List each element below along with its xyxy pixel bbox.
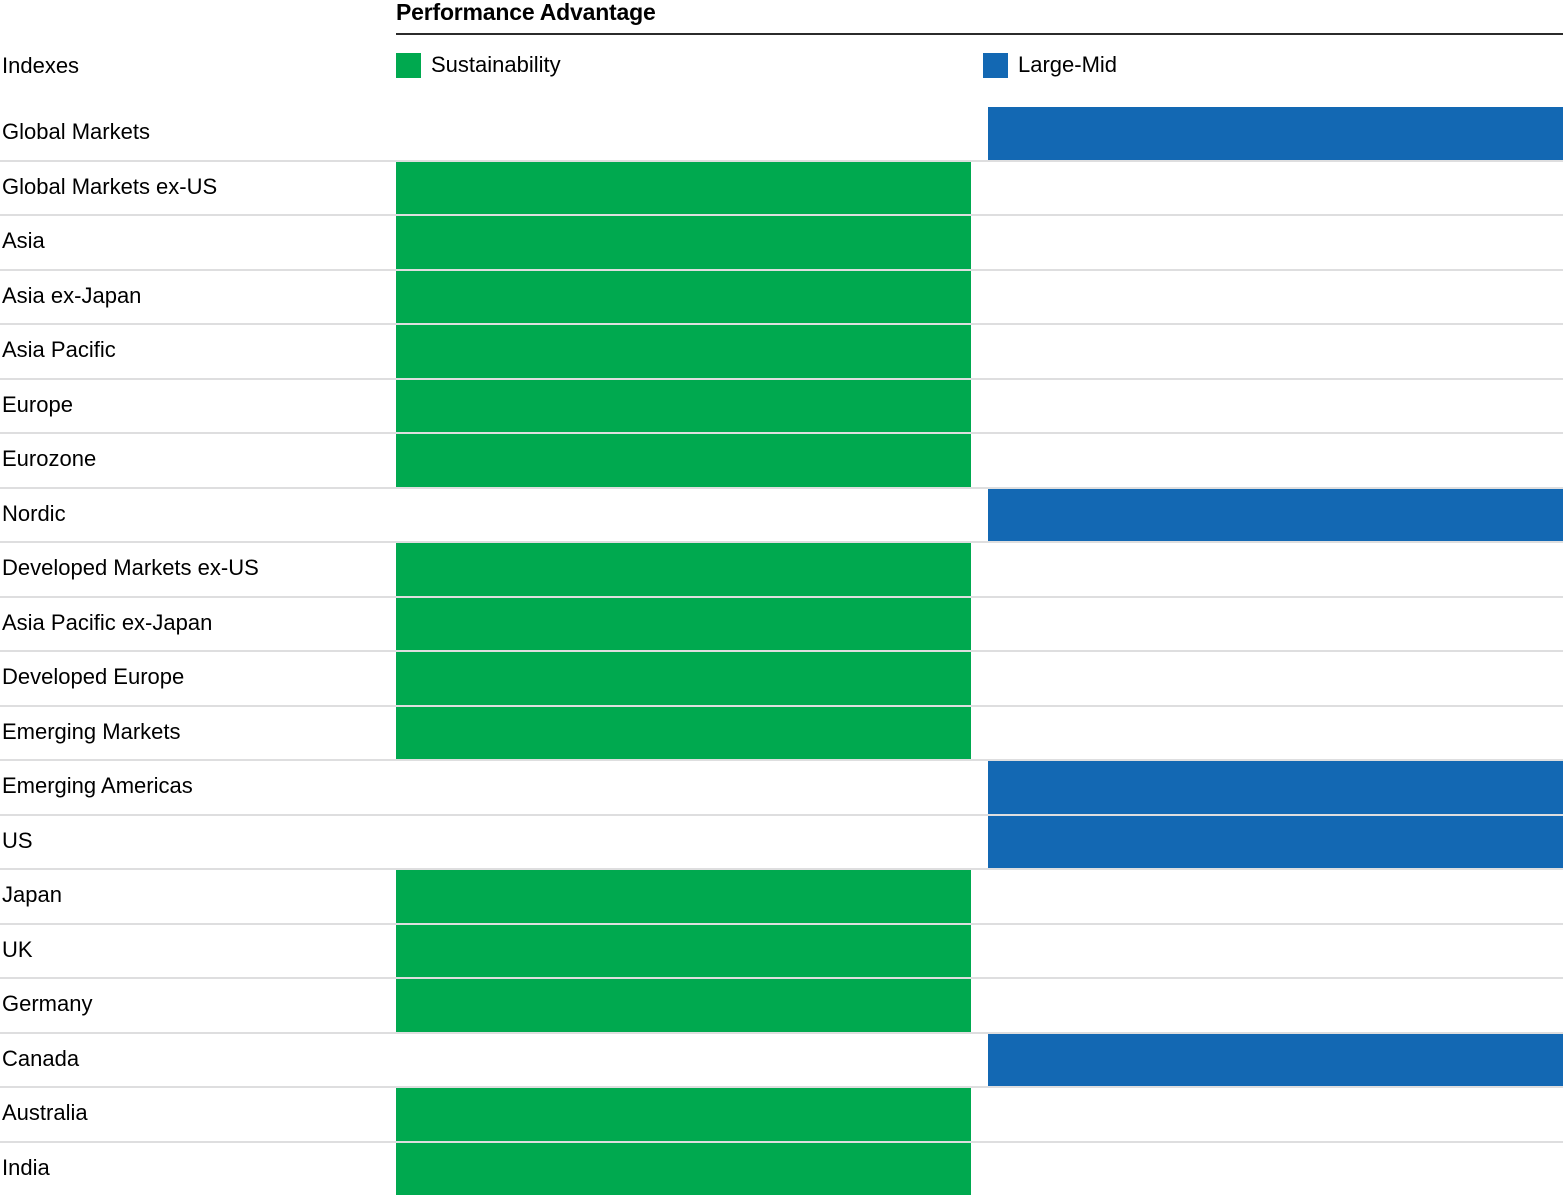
advantage-bar-sustainability <box>396 979 971 1032</box>
row-label: Global Markets <box>2 119 150 145</box>
advantage-bar-large-mid <box>988 107 1563 160</box>
row-label: Developed Markets ex-US <box>2 555 259 581</box>
row-label: Canada <box>2 1045 80 1071</box>
advantage-bar-sustainability <box>396 597 971 650</box>
chart-header: Performance Advantage Indexes Sustainabi… <box>0 0 1563 105</box>
row-label: India <box>2 1154 50 1180</box>
row-label: Nordic <box>2 500 66 526</box>
row-label: US <box>2 827 33 853</box>
chart-row: Developed Markets ex-US <box>0 541 1563 596</box>
chart-row: Asia <box>0 214 1563 269</box>
row-label: Developed Europe <box>2 664 185 690</box>
row-label: Asia Pacific ex-Japan <box>2 609 213 635</box>
chart-row: Global Markets ex-US <box>0 159 1563 214</box>
legend-label-sustainability: Sustainability <box>431 52 561 77</box>
advantage-bar-sustainability <box>396 161 971 214</box>
advantage-bar-sustainability <box>396 706 971 759</box>
legend-swatch-sustainability-icon <box>396 52 421 78</box>
chart-row: Japan <box>0 868 1563 923</box>
row-label: Asia <box>2 228 45 254</box>
chart-row: US <box>0 813 1563 868</box>
performance-advantage-title: Performance Advantage <box>396 0 656 25</box>
chart-row: Asia ex-Japan <box>0 268 1563 323</box>
row-label: Europe <box>2 391 73 417</box>
advantage-bar-sustainability <box>396 870 971 923</box>
row-label: Japan <box>2 882 62 908</box>
chart-row: Global Markets <box>0 105 1563 160</box>
advantage-bar-sustainability <box>396 924 971 977</box>
chart-row: Eurozone <box>0 432 1563 487</box>
row-label: Germany <box>2 991 93 1017</box>
chart-row: UK <box>0 922 1563 977</box>
chart-row: India <box>0 1140 1563 1195</box>
advantage-bar-sustainability <box>396 1088 971 1141</box>
advantage-bar-sustainability <box>396 325 971 378</box>
advantage-bar-large-mid <box>988 488 1563 541</box>
row-label: Asia ex-Japan <box>2 282 142 308</box>
row-label: Emerging Americas <box>2 773 193 799</box>
indexes-column-header: Indexes <box>2 53 80 78</box>
row-label: Eurozone <box>2 446 97 472</box>
row-label: Asia Pacific <box>2 337 116 363</box>
row-label: UK <box>2 936 33 962</box>
legend-item-sustainability[interactable]: Sustainability <box>396 52 561 78</box>
advantage-bar-sustainability <box>396 434 971 487</box>
advantage-bar-large-mid <box>988 815 1563 868</box>
advantage-bar-sustainability <box>396 652 971 705</box>
legend-label-large-mid: Large-Mid <box>1018 52 1118 77</box>
advantage-bar-sustainability <box>396 1142 971 1195</box>
advantage-bar-sustainability <box>396 543 971 596</box>
row-label: Emerging Markets <box>2 718 181 744</box>
legend-item-large-mid[interactable]: Large-Mid <box>983 52 1117 78</box>
chart-row: Asia Pacific <box>0 323 1563 378</box>
header-divider-rule <box>396 33 1563 35</box>
chart-row: Emerging Americas <box>0 759 1563 814</box>
chart-row: Nordic <box>0 486 1563 541</box>
chart-row: Emerging Markets <box>0 704 1563 759</box>
advantage-bar-sustainability <box>396 216 971 269</box>
legend-swatch-large-mid-icon <box>983 52 1008 78</box>
advantage-bar-sustainability <box>396 270 971 323</box>
chart-row: Canada <box>0 1031 1563 1086</box>
advantage-bar-large-mid <box>988 1033 1563 1086</box>
advantage-bar-large-mid <box>988 761 1563 814</box>
chart-plot-area: Global Markets Global Markets ex-US Asia As… <box>0 105 1563 1195</box>
chart-row: Developed Europe <box>0 650 1563 705</box>
chart-row: Australia <box>0 1086 1563 1141</box>
advantage-bar-sustainability <box>396 379 971 432</box>
chart-row: Europe <box>0 377 1563 432</box>
chart-row: Germany <box>0 977 1563 1032</box>
row-label: Global Markets ex-US <box>2 173 218 199</box>
row-label: Australia <box>2 1100 88 1126</box>
chart-row: Asia Pacific ex-Japan <box>0 595 1563 650</box>
